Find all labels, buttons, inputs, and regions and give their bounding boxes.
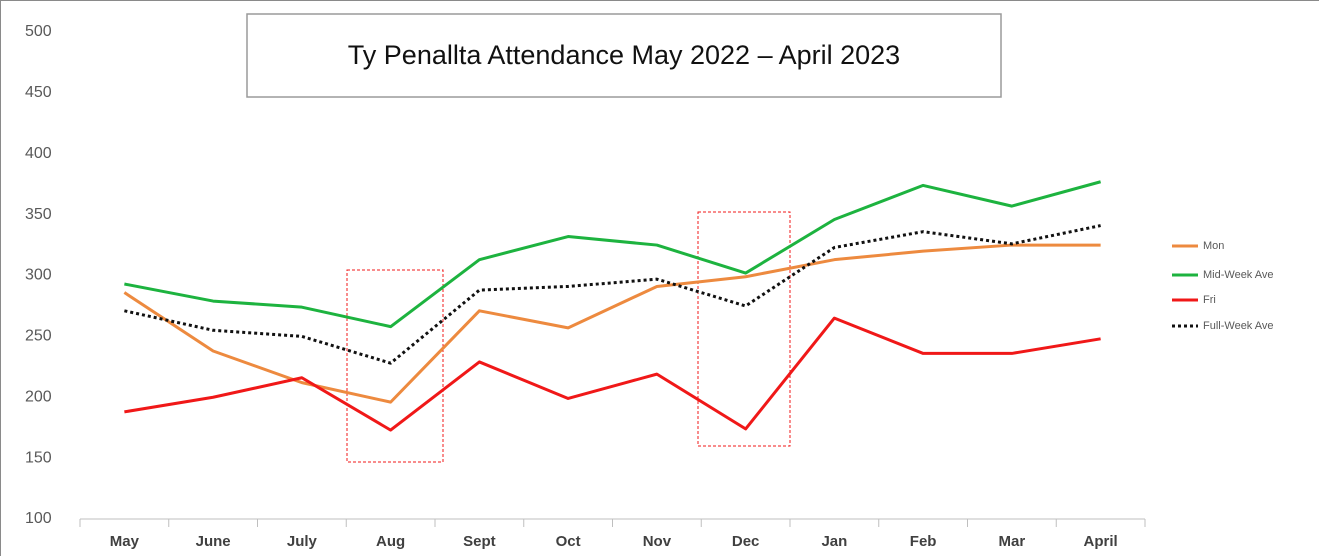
series-line (124, 180, 1102, 329)
y-tick-label: 150 (25, 449, 52, 466)
x-tick-label: Sept (463, 533, 496, 550)
highlight-box (346, 269, 444, 463)
x-tick-label: Mar (999, 533, 1026, 550)
legend-label: Mon (1203, 240, 1224, 252)
x-tick-label: Oct (556, 533, 581, 550)
highlight-box (697, 211, 791, 447)
y-tick-label: 200 (25, 388, 52, 405)
x-tick-label: June (196, 533, 231, 550)
legend-label: Fri (1203, 294, 1216, 306)
series-line (124, 316, 1101, 432)
x-tick-label: Nov (643, 533, 672, 550)
x-tick-label: April (1084, 533, 1118, 550)
x-tick-label: May (110, 533, 140, 550)
y-tick-label: 500 (25, 23, 52, 40)
x-tick-label: July (287, 533, 318, 550)
x-tick-label: Jan (821, 533, 847, 550)
y-tick-label: 450 (25, 84, 52, 101)
legend-label: Full-Week Ave (1203, 320, 1274, 332)
x-tick-label: Dec (732, 533, 760, 550)
y-tick-label: 300 (25, 267, 52, 284)
series-line (123, 243, 1101, 404)
y-tick-label: 100 (25, 510, 52, 527)
chart-title: Ty Penallta Attendance May 2022 – April … (348, 40, 900, 70)
title-box (246, 13, 1002, 98)
y-tick-label: 250 (25, 328, 52, 345)
y-tick-label: 400 (25, 145, 52, 162)
x-tick-label: Feb (910, 533, 937, 550)
y-tick-label: 350 (25, 206, 52, 223)
x-tick-label: Aug (376, 533, 405, 550)
legend-label: Mid-Week Ave (1203, 269, 1274, 281)
series-line (124, 224, 1101, 365)
